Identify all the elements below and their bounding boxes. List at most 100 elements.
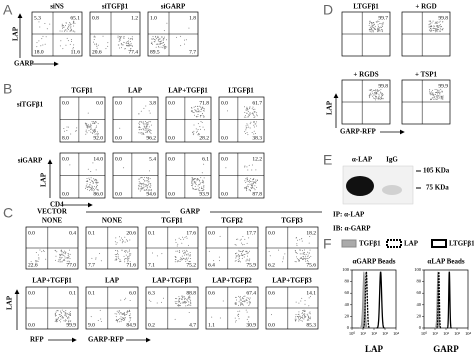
event-dot: [246, 178, 248, 180]
x-axis-label: RFP: [30, 336, 44, 344]
event-dot: [190, 303, 192, 305]
event-dot: [60, 40, 62, 42]
event-dot: [93, 131, 95, 133]
event-dot: [182, 238, 184, 240]
event-dot: [90, 124, 92, 126]
event-dot: [86, 126, 88, 128]
event-dot: [128, 255, 130, 257]
y-axis-label: LAP: [12, 26, 20, 41]
event-dot: [144, 127, 146, 129]
event-dot: [127, 259, 129, 261]
histogram-curve: [446, 271, 452, 329]
event-dot: [130, 42, 132, 44]
event-dot: [187, 244, 189, 246]
event-dot: [246, 112, 248, 114]
event-dot: [139, 128, 141, 130]
event-dot: [150, 188, 152, 190]
plot-title: αGARP Beads: [353, 258, 396, 266]
row-label: siTGFβ1: [17, 101, 44, 109]
event-dot: [437, 26, 439, 28]
plot-title: LAP+TGFβ2: [212, 277, 252, 285]
event-dot: [66, 126, 68, 128]
event-dot: [203, 182, 205, 184]
event-dot: [121, 44, 123, 46]
y-tick-label: 60: [345, 290, 350, 295]
event-dot: [437, 95, 439, 97]
event-dot: [129, 249, 131, 251]
legend-swatch: [386, 239, 402, 248]
quadrant-value: 5.3: [34, 15, 41, 21]
quadrant-value: 0.0: [115, 135, 122, 141]
event-dot: [120, 321, 122, 323]
event-dot: [303, 257, 305, 259]
event-dot: [198, 180, 200, 182]
quadrant-value: 1.8: [189, 15, 196, 21]
event-dot: [239, 297, 241, 299]
event-dot: [234, 302, 236, 304]
event-dot: [296, 253, 298, 255]
event-dot: [237, 255, 239, 257]
event-dot: [244, 295, 246, 297]
event-dot: [242, 254, 244, 256]
event-dot: [69, 311, 71, 313]
event-dot: [96, 184, 98, 186]
event-dot: [145, 129, 147, 131]
event-dot: [94, 128, 96, 130]
event-dot: [143, 134, 145, 136]
quadrant-value: 77.4: [128, 49, 138, 55]
event-dot: [295, 316, 297, 318]
event-dot: [70, 30, 72, 32]
event-dot: [235, 255, 237, 257]
event-dot: [130, 44, 132, 46]
event-dot: [178, 296, 180, 298]
event-dot: [148, 179, 150, 181]
event-dot: [189, 297, 191, 299]
quadrant-value: 14.0: [93, 156, 103, 162]
event-dot: [67, 257, 69, 259]
event-dot: [97, 182, 99, 184]
event-dot: [54, 320, 56, 322]
event-dot: [304, 315, 306, 317]
event-dot: [147, 184, 149, 186]
event-dot: [244, 300, 246, 302]
y-tick-label: 20: [345, 313, 350, 318]
event-dot: [146, 187, 148, 189]
event-dot: [298, 313, 300, 315]
event-dot: [181, 295, 183, 297]
event-dot: [238, 256, 240, 258]
event-dot: [240, 250, 242, 252]
event-dot: [434, 25, 436, 27]
event-dot: [376, 93, 378, 95]
event-dot: [242, 244, 244, 246]
event-dot: [295, 237, 297, 239]
event-dot: [382, 26, 384, 28]
event-dot: [304, 300, 306, 302]
event-dot: [73, 25, 75, 27]
plot-title: + RGD: [415, 3, 436, 11]
event-dot: [148, 121, 150, 123]
event-dot: [184, 302, 186, 304]
event-dot: [305, 259, 307, 261]
event-dot: [125, 258, 127, 260]
event-dot: [60, 261, 62, 263]
event-dot: [107, 42, 109, 44]
quadrant-value: 88.8: [186, 290, 196, 296]
quadrant-value: 8.0: [62, 135, 69, 141]
event-dot: [178, 298, 180, 300]
quadrant-value: 61.7: [252, 100, 262, 106]
event-dot: [253, 109, 255, 111]
event-dot: [115, 243, 117, 245]
event-dot: [140, 110, 142, 112]
event-dot: [149, 129, 151, 131]
event-dot: [65, 319, 67, 321]
event-dot: [199, 116, 201, 118]
event-dot: [59, 261, 61, 263]
event-dot: [146, 132, 148, 134]
event-dot: [54, 314, 56, 316]
event-dot: [256, 121, 258, 123]
event-dot: [381, 92, 383, 94]
event-dot: [138, 127, 140, 129]
event-dot: [180, 305, 182, 307]
event-dot: [195, 105, 197, 107]
event-dot: [118, 311, 120, 313]
